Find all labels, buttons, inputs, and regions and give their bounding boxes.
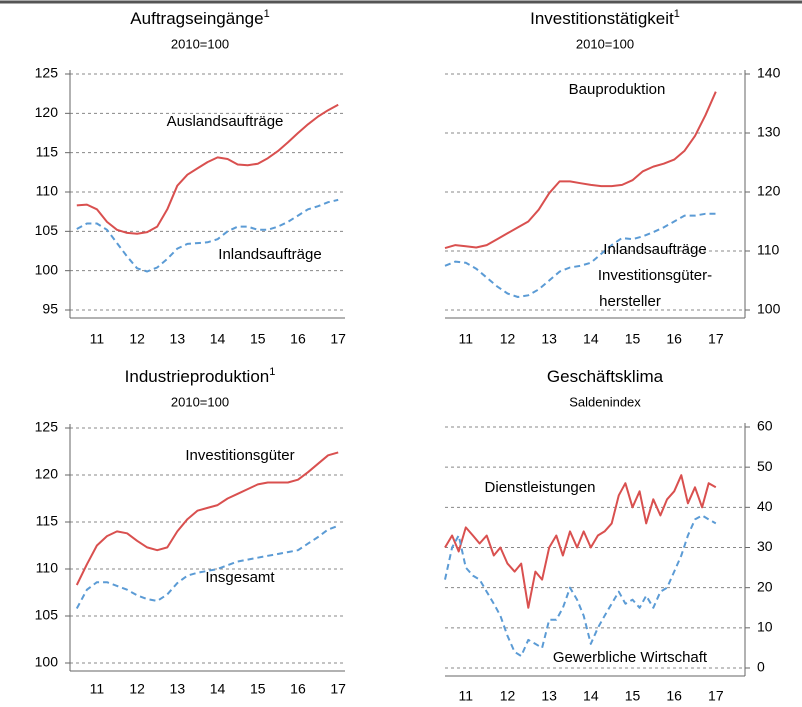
x-tick-label: 14	[583, 331, 599, 347]
title-footnote: 1	[269, 366, 275, 378]
y-tick-label: 125	[35, 419, 59, 435]
series-annotation: Bauproduktion	[569, 81, 666, 98]
y-tick-label: 0	[757, 659, 765, 675]
title-text: Auftragseingänge	[130, 9, 263, 28]
y-tick-label: 110	[36, 183, 59, 199]
y-tick-label: 50	[757, 458, 773, 474]
x-tick-label: 14	[210, 331, 226, 347]
x-tick-label: 17	[330, 331, 346, 347]
y-tick-label: 100	[35, 261, 59, 277]
x-tick-label: 11	[90, 681, 105, 697]
x-tick-label: 14	[583, 688, 599, 704]
x-tick-label: 11	[459, 688, 474, 704]
series-annotation: Inlandsaufträge	[603, 241, 706, 258]
panel-subtitle: Saldenindex	[569, 394, 641, 409]
series-line	[75, 451, 339, 586]
x-tick-label: 15	[250, 681, 266, 697]
y-tick-label: 40	[757, 498, 773, 514]
y-tick-label: 20	[757, 578, 773, 594]
x-tick-label: 14	[210, 681, 226, 697]
panel-subtitle: 2010=100	[171, 394, 229, 409]
x-tick-label: 15	[625, 688, 641, 704]
y-tick-label: 105	[35, 222, 59, 238]
y-tick-label: 10	[757, 619, 773, 635]
x-tick-label: 17	[708, 688, 724, 704]
y-tick-label: 120	[35, 466, 59, 482]
x-tick-label: 13	[541, 331, 557, 347]
x-tick-label: 11	[459, 331, 474, 347]
series-annotation: Gewerbliche Wirtschaft	[553, 649, 708, 666]
x-tick-label: 16	[666, 331, 682, 347]
x-tick-label: 12	[129, 681, 145, 697]
y-tick-label: 30	[757, 538, 773, 554]
series-annotation: Investitionsgüter	[185, 447, 294, 464]
panel-subtitle: 2010=100	[576, 36, 634, 51]
x-tick-label: 12	[500, 331, 516, 347]
y-tick-label: 115	[36, 143, 59, 159]
x-tick-label: 11	[90, 331, 105, 347]
series-annotation: Dienstleistungen	[485, 479, 596, 496]
x-tick-label: 13	[541, 688, 557, 704]
x-tick-label: 17	[330, 681, 346, 697]
panel-title: Auftragseingänge1	[130, 8, 269, 29]
series-annotation: Inlandsaufträge	[218, 246, 321, 263]
panel-subtitle: 2010=100	[171, 36, 229, 51]
x-tick-label: 13	[170, 331, 186, 347]
series-annotation: Investitionsgüter-	[598, 267, 712, 284]
y-tick-label: 60	[757, 418, 773, 434]
series-line	[444, 91, 717, 250]
series-line	[444, 514, 717, 657]
series-annotation: Insgesamt	[205, 569, 275, 586]
x-tick-label: 16	[666, 688, 682, 704]
y-tick-label: 110	[757, 242, 780, 258]
title-footnote: 1	[674, 8, 680, 20]
panel-title: Investitionstätigkeit1	[530, 8, 680, 29]
y-tick-label: 120	[757, 183, 781, 199]
panel-title: Industrieproduktion1	[125, 366, 276, 387]
panel-title: Geschäftsklima	[547, 367, 664, 386]
x-tick-label: 16	[290, 331, 306, 347]
series-annotation: Auslandsaufträge	[167, 113, 284, 130]
y-tick-label: 110	[36, 560, 59, 576]
series-annotation: hersteller	[599, 293, 661, 310]
y-tick-label: 100	[757, 301, 781, 317]
title-footnote: 1	[264, 8, 270, 20]
x-tick-label: 16	[290, 681, 306, 697]
x-tick-label: 15	[625, 331, 641, 347]
x-tick-label: 17	[708, 331, 724, 347]
x-tick-label: 12	[129, 331, 145, 347]
y-tick-label: 95	[42, 301, 58, 317]
y-tick-label: 100	[35, 654, 59, 670]
x-tick-label: 13	[170, 681, 186, 697]
y-tick-label: 120	[35, 104, 59, 120]
title-text: Investitionstätigkeit	[530, 9, 674, 28]
x-tick-label: 15	[250, 331, 266, 347]
series-line	[75, 524, 339, 609]
series-line	[76, 103, 339, 235]
title-text: Industrieproduktion	[125, 367, 270, 386]
y-tick-label: 125	[35, 65, 59, 81]
title-text: Geschäftsklima	[547, 367, 664, 386]
x-tick-label: 12	[500, 688, 516, 704]
series-line	[76, 198, 339, 273]
y-tick-label: 115	[36, 513, 59, 529]
y-tick-label: 105	[35, 607, 59, 623]
series-line	[444, 212, 716, 298]
series-line	[444, 474, 717, 609]
y-tick-label: 140	[757, 65, 781, 81]
y-tick-label: 130	[757, 124, 781, 140]
